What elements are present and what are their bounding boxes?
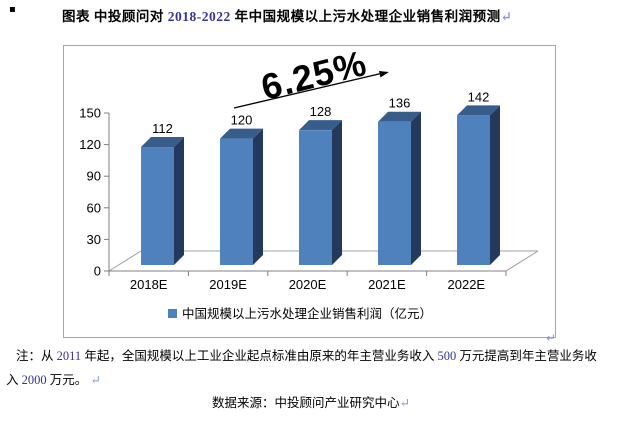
y-tick-label: 0: [94, 264, 101, 279]
y-tick-label: 30: [87, 232, 101, 247]
bar-top-face: [220, 128, 263, 139]
profit-forecast-chart: 0 30 60 90 120 150 112 120 128 136 142 2018E 2019E 20…: [79, 46, 539, 321]
bar-top-face: [299, 120, 342, 131]
bar: [457, 115, 490, 265]
text-segment: 万元提高到年主营业务收: [456, 349, 597, 363]
text-segment: ↵: [500, 9, 513, 24]
figure-caption: 图表 中投顾问对 2018-2022 年中国规模以上污水处理企业销售利润预测↵: [62, 5, 512, 25]
text-segment: 入: [6, 373, 22, 387]
footnote-line-2: 入 2000 万元。 ↵: [6, 369, 101, 388]
chart-floor-right-edge: [505, 250, 539, 272]
text-segment: 数据来源：中投顾问产业研究中心: [212, 396, 400, 410]
text-segment: 年起，全国规模以上工业企业起点标准由原来的年主营业务收入: [81, 349, 438, 363]
text-segment: ↵: [87, 373, 101, 387]
y-tick-label: 60: [87, 200, 101, 215]
bar-value-label: 142: [468, 89, 490, 104]
bar-side-face: [411, 111, 421, 265]
text-segment: 注：从: [16, 349, 57, 363]
bar-value-label: 136: [389, 96, 411, 111]
text-segment: 2018-2022: [167, 9, 231, 24]
x-category-label: 2019E: [209, 277, 247, 292]
bar-value-label: 112: [152, 121, 173, 136]
text-segment: 年中国规模以上污水处理企业销售利润预测: [230, 9, 501, 24]
x-category-label: 2020E: [289, 277, 327, 292]
text-segment: 2000: [21, 373, 47, 387]
bar-side-face: [490, 105, 500, 265]
text-segment: ↵: [399, 396, 410, 410]
y-tick-label: 120: [79, 137, 101, 152]
bar-value-label: 120: [231, 113, 253, 128]
bar-side-face: [253, 128, 263, 265]
bar-side-face: [174, 137, 184, 265]
chart-frame: 0 30 60 90 120 150 112 120 128 136 142 2018E 2019E 20…: [63, 45, 556, 338]
bar: [378, 121, 411, 265]
legend-marker: [168, 309, 177, 318]
list-bullet: ▪: [9, 4, 16, 15]
bar: [220, 138, 253, 265]
text-segment: 2011: [56, 349, 82, 363]
paragraph-mark: ↵: [546, 331, 557, 345]
footnote-line-1: 注：从 2011 年起，全国规模以上工业企业起点标准由原来的年主营业务收入 50…: [16, 345, 597, 364]
x-category-label: 2022E: [448, 277, 486, 292]
y-tick-label: 90: [87, 169, 101, 184]
y-tick-label: 150: [79, 106, 101, 121]
text-segment: 万元。: [46, 373, 88, 387]
x-category-label: 2021E: [368, 277, 406, 292]
bar-top-face: [378, 111, 421, 122]
text-segment: 中投顾问对: [90, 9, 168, 24]
growth-arrow: [233, 72, 382, 109]
bar-top-face: [141, 137, 184, 148]
bar-value-label: 128: [310, 104, 332, 119]
bar: [299, 130, 332, 265]
x-category-label: 2018E: [130, 277, 168, 292]
data-source: 数据来源：中投顾问产业研究中心↵: [212, 392, 410, 411]
text-segment: 图表: [62, 9, 90, 24]
growth-arrow-head: [379, 71, 389, 78]
bar-top-face: [457, 105, 500, 116]
legend-label: 中国规模以上污水处理企业销售利润（亿元）: [182, 306, 432, 321]
bar: [141, 147, 174, 265]
growth-rate-annotation: 6.25%: [257, 46, 371, 108]
text-segment: 500: [437, 349, 457, 363]
bar-side-face: [332, 120, 342, 265]
